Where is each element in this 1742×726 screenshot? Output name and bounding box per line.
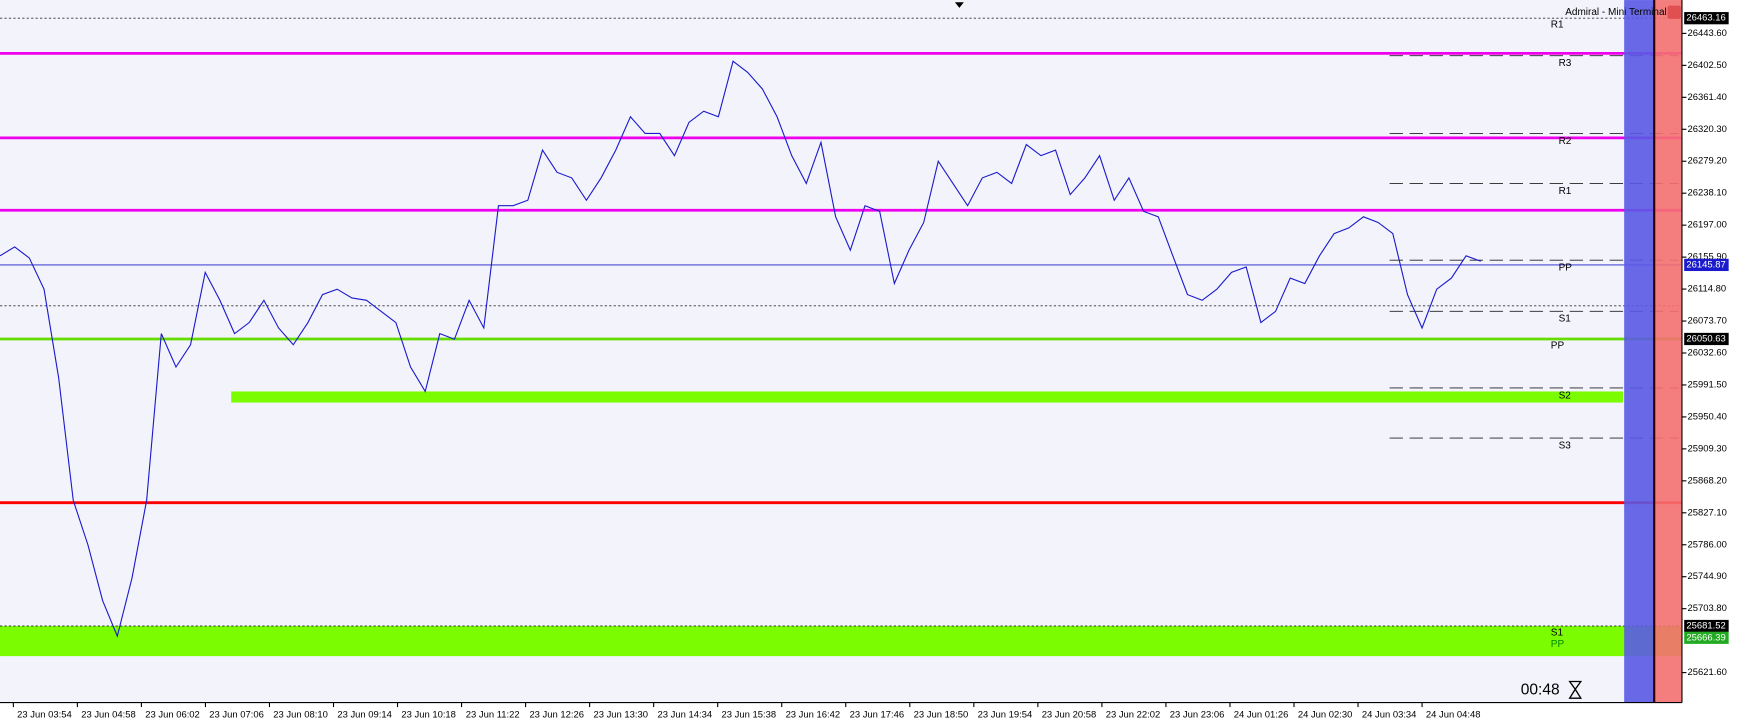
y-tick-label: 26238.10: [1688, 188, 1727, 199]
x-tick-label: 23 Jun 07:06: [209, 709, 264, 720]
x-tick-label: 24 Jun 04:48: [1426, 709, 1481, 720]
price-line: [0, 60, 1481, 638]
price-tag-label: 26145.87: [1686, 259, 1725, 270]
x-tick-label: 23 Jun 12:26: [529, 709, 584, 720]
x-tick-label: 23 Jun 04:58: [81, 709, 136, 720]
price-tag-label: 26463.16: [1686, 13, 1725, 24]
x-tick-label: 23 Jun 09:14: [337, 709, 392, 720]
x-tick-label: 23 Jun 16:42: [786, 709, 841, 720]
pivot-label: S2: [1559, 390, 1572, 401]
price-tag-label: 25681.52: [1686, 621, 1725, 632]
y-tick-label: 26361.40: [1688, 92, 1727, 103]
pivot-label: PP: [1559, 263, 1573, 274]
close-icon[interactable]: [1667, 5, 1681, 19]
y-tick-label: 25621.60: [1688, 667, 1727, 678]
blue-session-band: [1624, 0, 1654, 703]
timer: 00:48: [1521, 681, 1560, 698]
x-tick-label: 23 Jun 10:18: [401, 709, 456, 720]
y-tick-label: 25909.30: [1688, 443, 1727, 454]
zone-label: R1: [1551, 19, 1564, 30]
y-tick-label: 25703.80: [1688, 603, 1727, 614]
x-tick-label: 23 Jun 23:06: [1170, 709, 1225, 720]
x-tick-label: 23 Jun 06:02: [145, 709, 200, 720]
y-tick-label: 26197.00: [1688, 220, 1727, 231]
y-tick-label: 25868.20: [1688, 475, 1727, 486]
x-tick-label: 23 Jun 11:22: [466, 709, 520, 720]
y-tick-label: 25744.90: [1688, 571, 1727, 582]
y-tick-label: 26443.60: [1688, 28, 1727, 39]
pivot-label: S1: [1559, 314, 1572, 325]
x-tick-label: 23 Jun 20:58: [1042, 709, 1097, 720]
hourglass-icon: [1568, 680, 1583, 699]
x-tick-label: 23 Jun 22:02: [1106, 709, 1161, 720]
x-tick-label: 23 Jun 03:54: [17, 709, 72, 720]
pivot-label: R2: [1559, 136, 1572, 147]
price-tag: [1684, 12, 1729, 25]
scroll-marker: [954, 2, 964, 8]
x-tick-label: 23 Jun 19:54: [978, 709, 1033, 720]
pivot-label: R3: [1559, 58, 1572, 69]
x-tick-label: 23 Jun 17:46: [850, 709, 905, 720]
y-tick-label: 26114.80: [1688, 284, 1727, 295]
y-tick-label: 26032.60: [1688, 347, 1727, 358]
y-tick-label: 26279.20: [1688, 156, 1727, 167]
y-tick-label: 26320.30: [1688, 124, 1727, 135]
y-tick-label: 26073.70: [1688, 316, 1727, 327]
price-tag-label: 26050.63: [1686, 333, 1725, 344]
y-tick-label: 26155.90: [1688, 252, 1727, 263]
x-tick-label: 24 Jun 03:34: [1362, 709, 1417, 720]
price-tag: [1684, 332, 1729, 346]
y-tick-label: 25991.50: [1688, 379, 1727, 390]
price-tag: [1684, 619, 1729, 633]
support-zone: [0, 626, 1682, 657]
zone-label: S1: [1551, 627, 1564, 638]
price-tag-label: 25666.39: [1686, 632, 1725, 643]
support-bar: [231, 391, 1624, 403]
x-tick-label: 24 Jun 02:30: [1298, 709, 1353, 720]
x-tick-label: 23 Jun 13:30: [593, 709, 648, 720]
x-tick-label: 23 Jun 14:34: [658, 709, 713, 720]
y-tick-label: 25786.00: [1688, 539, 1727, 550]
red-session-band: [1653, 0, 1682, 703]
zone-label: PP: [1551, 340, 1565, 351]
y-tick-label: 25950.40: [1688, 411, 1727, 422]
x-tick-label: 23 Jun 15:38: [722, 709, 777, 720]
terminal-title: Admiral - Mini Terminal: [1565, 7, 1667, 18]
x-tick-label: 24 Jun 01:26: [1234, 709, 1289, 720]
pivot-label: R1: [1559, 186, 1572, 197]
price-tag: [1684, 631, 1729, 644]
y-tick-label: 26402.50: [1688, 60, 1727, 71]
price-tag: [1684, 258, 1729, 272]
x-tick-label: 23 Jun 08:10: [273, 709, 328, 720]
y-tick-label: 25827.10: [1688, 507, 1727, 518]
x-tick-label: 23 Jun 18:50: [914, 709, 969, 720]
zone-label: PP: [1551, 639, 1565, 650]
plot-background: [0, 0, 1682, 703]
pivot-label: S3: [1559, 440, 1572, 451]
